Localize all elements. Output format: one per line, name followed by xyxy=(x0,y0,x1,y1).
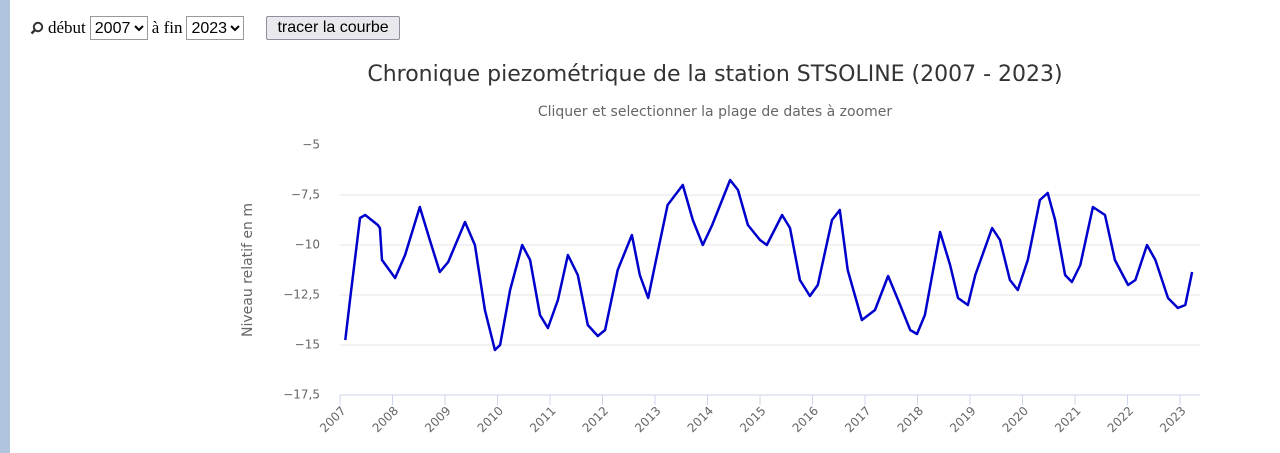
x-tick-label: 2019 xyxy=(947,404,978,435)
end-label: à fin xyxy=(151,18,183,37)
start-select[interactable]: 2007 xyxy=(89,16,148,40)
start-label: début xyxy=(48,18,86,37)
y-tick-label: −17,5 xyxy=(283,388,320,402)
x-tick-label: 2007 xyxy=(317,404,348,435)
x-tick-label: 2022 xyxy=(1105,404,1136,435)
x-tick-label: 2015 xyxy=(737,404,768,435)
y-tick-label: −15 xyxy=(295,338,320,352)
chart-title: Chronique piezométrique de la station ST… xyxy=(367,62,1062,87)
x-tick-label: 2020 xyxy=(1000,404,1031,435)
x-tick-label: 2008 xyxy=(370,404,401,435)
x-tick-label: 2013 xyxy=(632,404,663,435)
end-select[interactable]: 2023 xyxy=(186,16,245,40)
x-tick-label: 2018 xyxy=(895,404,926,435)
x-tick-label: 2017 xyxy=(842,404,873,435)
y-axis-title: Niveau relatif en m xyxy=(240,203,256,337)
search-icon xyxy=(30,21,44,35)
x-tick-label: 2010 xyxy=(475,404,506,435)
y-tick-label: −10 xyxy=(295,238,320,252)
x-tick-label: 2023 xyxy=(1157,404,1188,435)
y-tick-label: −7,5 xyxy=(291,188,320,202)
side-strip xyxy=(0,0,10,453)
plot-button[interactable]: tracer la courbe xyxy=(266,16,400,40)
x-tick-label: 2021 xyxy=(1052,404,1083,435)
chart-subtitle: Cliquer et selectionner la plage de date… xyxy=(538,104,893,120)
x-tick-label: 2012 xyxy=(580,404,611,435)
x-tick-label: 2014 xyxy=(685,404,716,435)
x-tick-label: 2011 xyxy=(527,404,558,435)
series-line xyxy=(344,178,1194,352)
y-tick-label: −5 xyxy=(302,138,320,152)
y-tick-label: −12,5 xyxy=(283,288,320,302)
x-tick-label: 2009 xyxy=(422,404,453,435)
x-tick-label: 2016 xyxy=(790,404,821,435)
controls: début 2007 à fin 2023 tracer la courbe xyxy=(30,14,400,42)
